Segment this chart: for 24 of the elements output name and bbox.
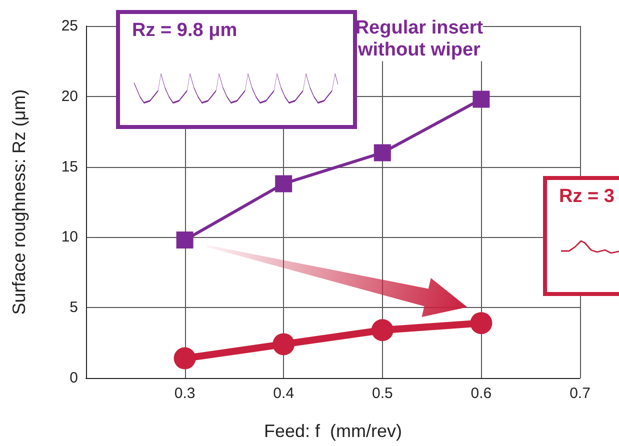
point bbox=[272, 333, 295, 356]
x-tick-label: 0.4 bbox=[273, 385, 294, 402]
point bbox=[174, 347, 196, 370]
point bbox=[275, 175, 292, 192]
y-tick-label: 10 bbox=[61, 228, 78, 246]
y-tick-label: 20 bbox=[61, 88, 78, 105]
point bbox=[472, 90, 490, 108]
point bbox=[176, 232, 194, 249]
point bbox=[374, 144, 391, 162]
x-tick-label: 0.6 bbox=[470, 385, 492, 402]
y-tick-label: 25 bbox=[61, 18, 78, 34]
x-tick-label: 0.7 bbox=[570, 385, 590, 402]
point bbox=[470, 312, 492, 334]
y-tick-label: 0 bbox=[70, 370, 78, 386]
x-tick-label: 0.3 bbox=[174, 385, 196, 402]
y-tick-label: 5 bbox=[70, 299, 78, 316]
point bbox=[371, 319, 394, 342]
y-axis-title: Surface roughness: Rz (μm) bbox=[9, 89, 29, 315]
annotation: Rz = 3 bbox=[559, 186, 614, 208]
y-tick-label: 15 bbox=[61, 158, 78, 176]
x-axis-title: Feed: f (mm/rev) bbox=[264, 421, 402, 441]
series-label: Regular insert without wiper bbox=[355, 18, 484, 61]
x-tick-label: 0.5 bbox=[372, 385, 393, 402]
annotation: Rz = 9.8 μm bbox=[132, 20, 238, 42]
